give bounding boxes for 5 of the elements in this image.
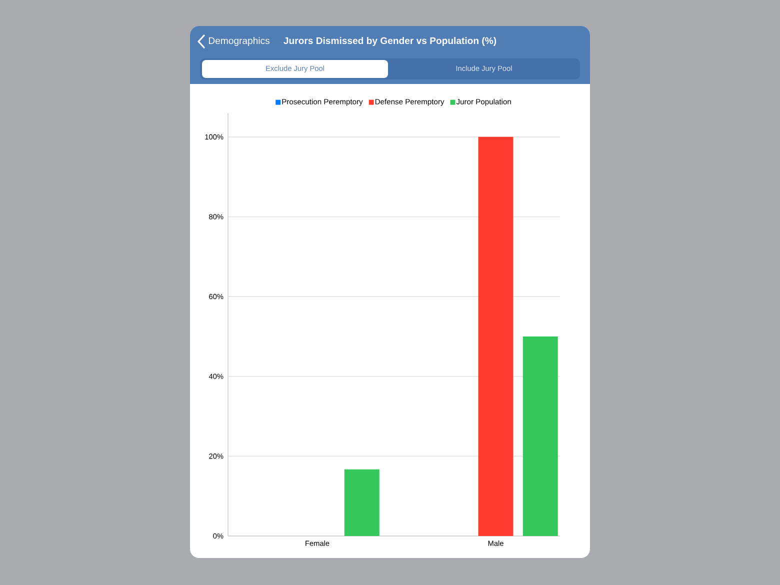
bar [478,136,514,536]
bar [522,336,558,536]
chart-title: Jurors Dismissed by Gender vs Population (%) [284,37,496,46]
bar [344,469,380,536]
text: Demographics [208,37,270,46]
